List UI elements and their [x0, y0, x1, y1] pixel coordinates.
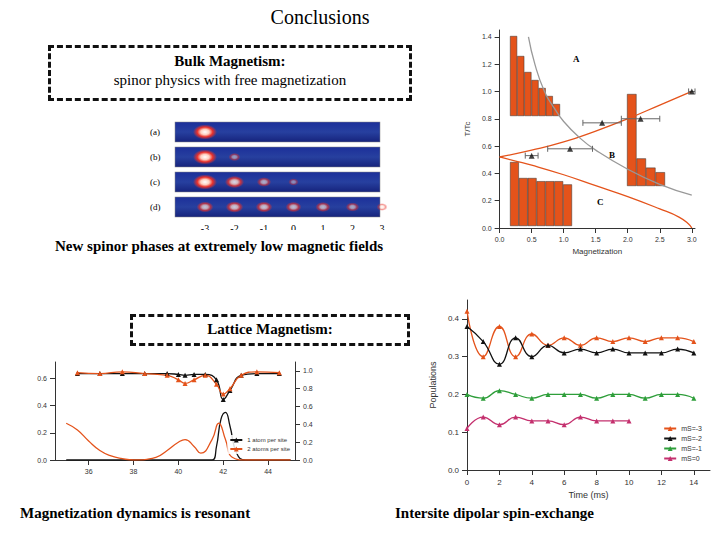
svg-text:0.8: 0.8 [482, 115, 492, 122]
svg-text:0.2: 0.2 [448, 390, 460, 399]
svg-text:40: 40 [174, 468, 182, 475]
svg-text:-3: -3 [201, 223, 209, 230]
svg-text:0.0: 0.0 [495, 236, 505, 243]
svg-text:36: 36 [85, 468, 93, 475]
svg-text:-2: -2 [230, 223, 238, 230]
html-text:Lattice Magnetism:: Lattice Magnetism: [207, 321, 333, 337]
svg-text:0.5: 0.5 [527, 236, 537, 243]
svg-text:1: 1 [321, 223, 326, 230]
svg-text:2: 2 [497, 478, 502, 487]
svg-text:1 atom per site: 1 atom per site [247, 437, 287, 443]
svg-text:-1: -1 [260, 223, 268, 230]
svg-text:A: A [573, 54, 580, 64]
svg-text:42: 42 [219, 468, 227, 475]
svg-text:0.6: 0.6 [482, 143, 492, 150]
svg-text:14: 14 [689, 478, 698, 487]
svg-text:0.4: 0.4 [448, 314, 460, 323]
svg-text:1.0: 1.0 [559, 236, 569, 243]
svg-text:3: 3 [380, 223, 385, 230]
svg-text:4: 4 [530, 478, 535, 487]
html-text:Conclusions: Conclusions [270, 6, 370, 28]
svg-text:0.8: 0.8 [303, 385, 313, 392]
svg-text:mS=-1: mS=-1 [681, 445, 702, 452]
svg-text:0.0: 0.0 [448, 466, 460, 475]
svg-text:B: B [609, 150, 615, 160]
svg-text:0.1: 0.1 [448, 428, 460, 437]
svg-text:10: 10 [625, 478, 634, 487]
svg-text:3.0: 3.0 [687, 236, 697, 243]
svg-text:C: C [597, 197, 604, 207]
svg-text:0.6: 0.6 [303, 403, 313, 410]
svg-text:T/Tc: T/Tc [463, 121, 472, 136]
html-text:Bulk Magnetism:: Bulk Magnetism: [174, 53, 286, 69]
svg-text:8: 8 [594, 478, 599, 487]
svg-text:1.0: 1.0 [303, 367, 313, 374]
svg-text:0.2: 0.2 [482, 197, 492, 204]
svg-text:0.0: 0.0 [482, 225, 492, 232]
svg-text:1.0: 1.0 [482, 88, 492, 95]
svg-text:(b): (b) [150, 152, 161, 162]
html-text:spinor physics with free magne: spinor physics with free magnetization [113, 72, 347, 88]
svg-text:0.0: 0.0 [303, 457, 313, 464]
svg-text:mS=0: mS=0 [681, 455, 700, 462]
svg-text:1.4: 1.4 [482, 33, 492, 40]
svg-text:0.2: 0.2 [37, 429, 47, 436]
svg-text:(c): (c) [150, 177, 160, 187]
svg-text:0.4: 0.4 [303, 421, 313, 428]
svg-text:0.0: 0.0 [37, 457, 47, 464]
svg-text:(d): (d) [150, 202, 161, 212]
svg-text:6: 6 [562, 478, 567, 487]
svg-text:Magnetization: Magnetization [572, 247, 622, 256]
html-text:Intersite dipolar spin-exchang: Intersite dipolar spin-exchange [395, 505, 594, 521]
svg-text:mS=-3: mS=-3 [681, 425, 702, 432]
svg-text:1.2: 1.2 [482, 61, 492, 68]
svg-text:44: 44 [264, 468, 272, 475]
svg-text:2.0: 2.0 [623, 236, 633, 243]
svg-text:12: 12 [657, 478, 666, 487]
svg-text:2.5: 2.5 [655, 236, 665, 243]
svg-text:1.5: 1.5 [591, 236, 601, 243]
html-text:New spinor phases at extremely: New spinor phases at extremely low magne… [55, 238, 384, 254]
svg-text:2 atoms per site: 2 atoms per site [247, 446, 290, 452]
svg-text:Time (ms): Time (ms) [568, 490, 608, 500]
svg-text:2: 2 [350, 223, 355, 230]
svg-text:0.4: 0.4 [482, 170, 492, 177]
svg-text:0: 0 [291, 223, 296, 230]
svg-text:0.4: 0.4 [37, 402, 47, 409]
svg-text:38: 38 [130, 468, 138, 475]
svg-text:mS=-2: mS=-2 [681, 435, 702, 442]
svg-text:0: 0 [465, 478, 470, 487]
svg-text:Populations: Populations [428, 361, 438, 409]
svg-text:0.3: 0.3 [448, 352, 460, 361]
svg-text:(a): (a) [150, 127, 160, 137]
svg-text:0.2: 0.2 [303, 439, 313, 446]
svg-text:0.6: 0.6 [37, 375, 47, 382]
html-text:Magnetization dynamics is reso: Magnetization dynamics is resonant [20, 505, 251, 521]
